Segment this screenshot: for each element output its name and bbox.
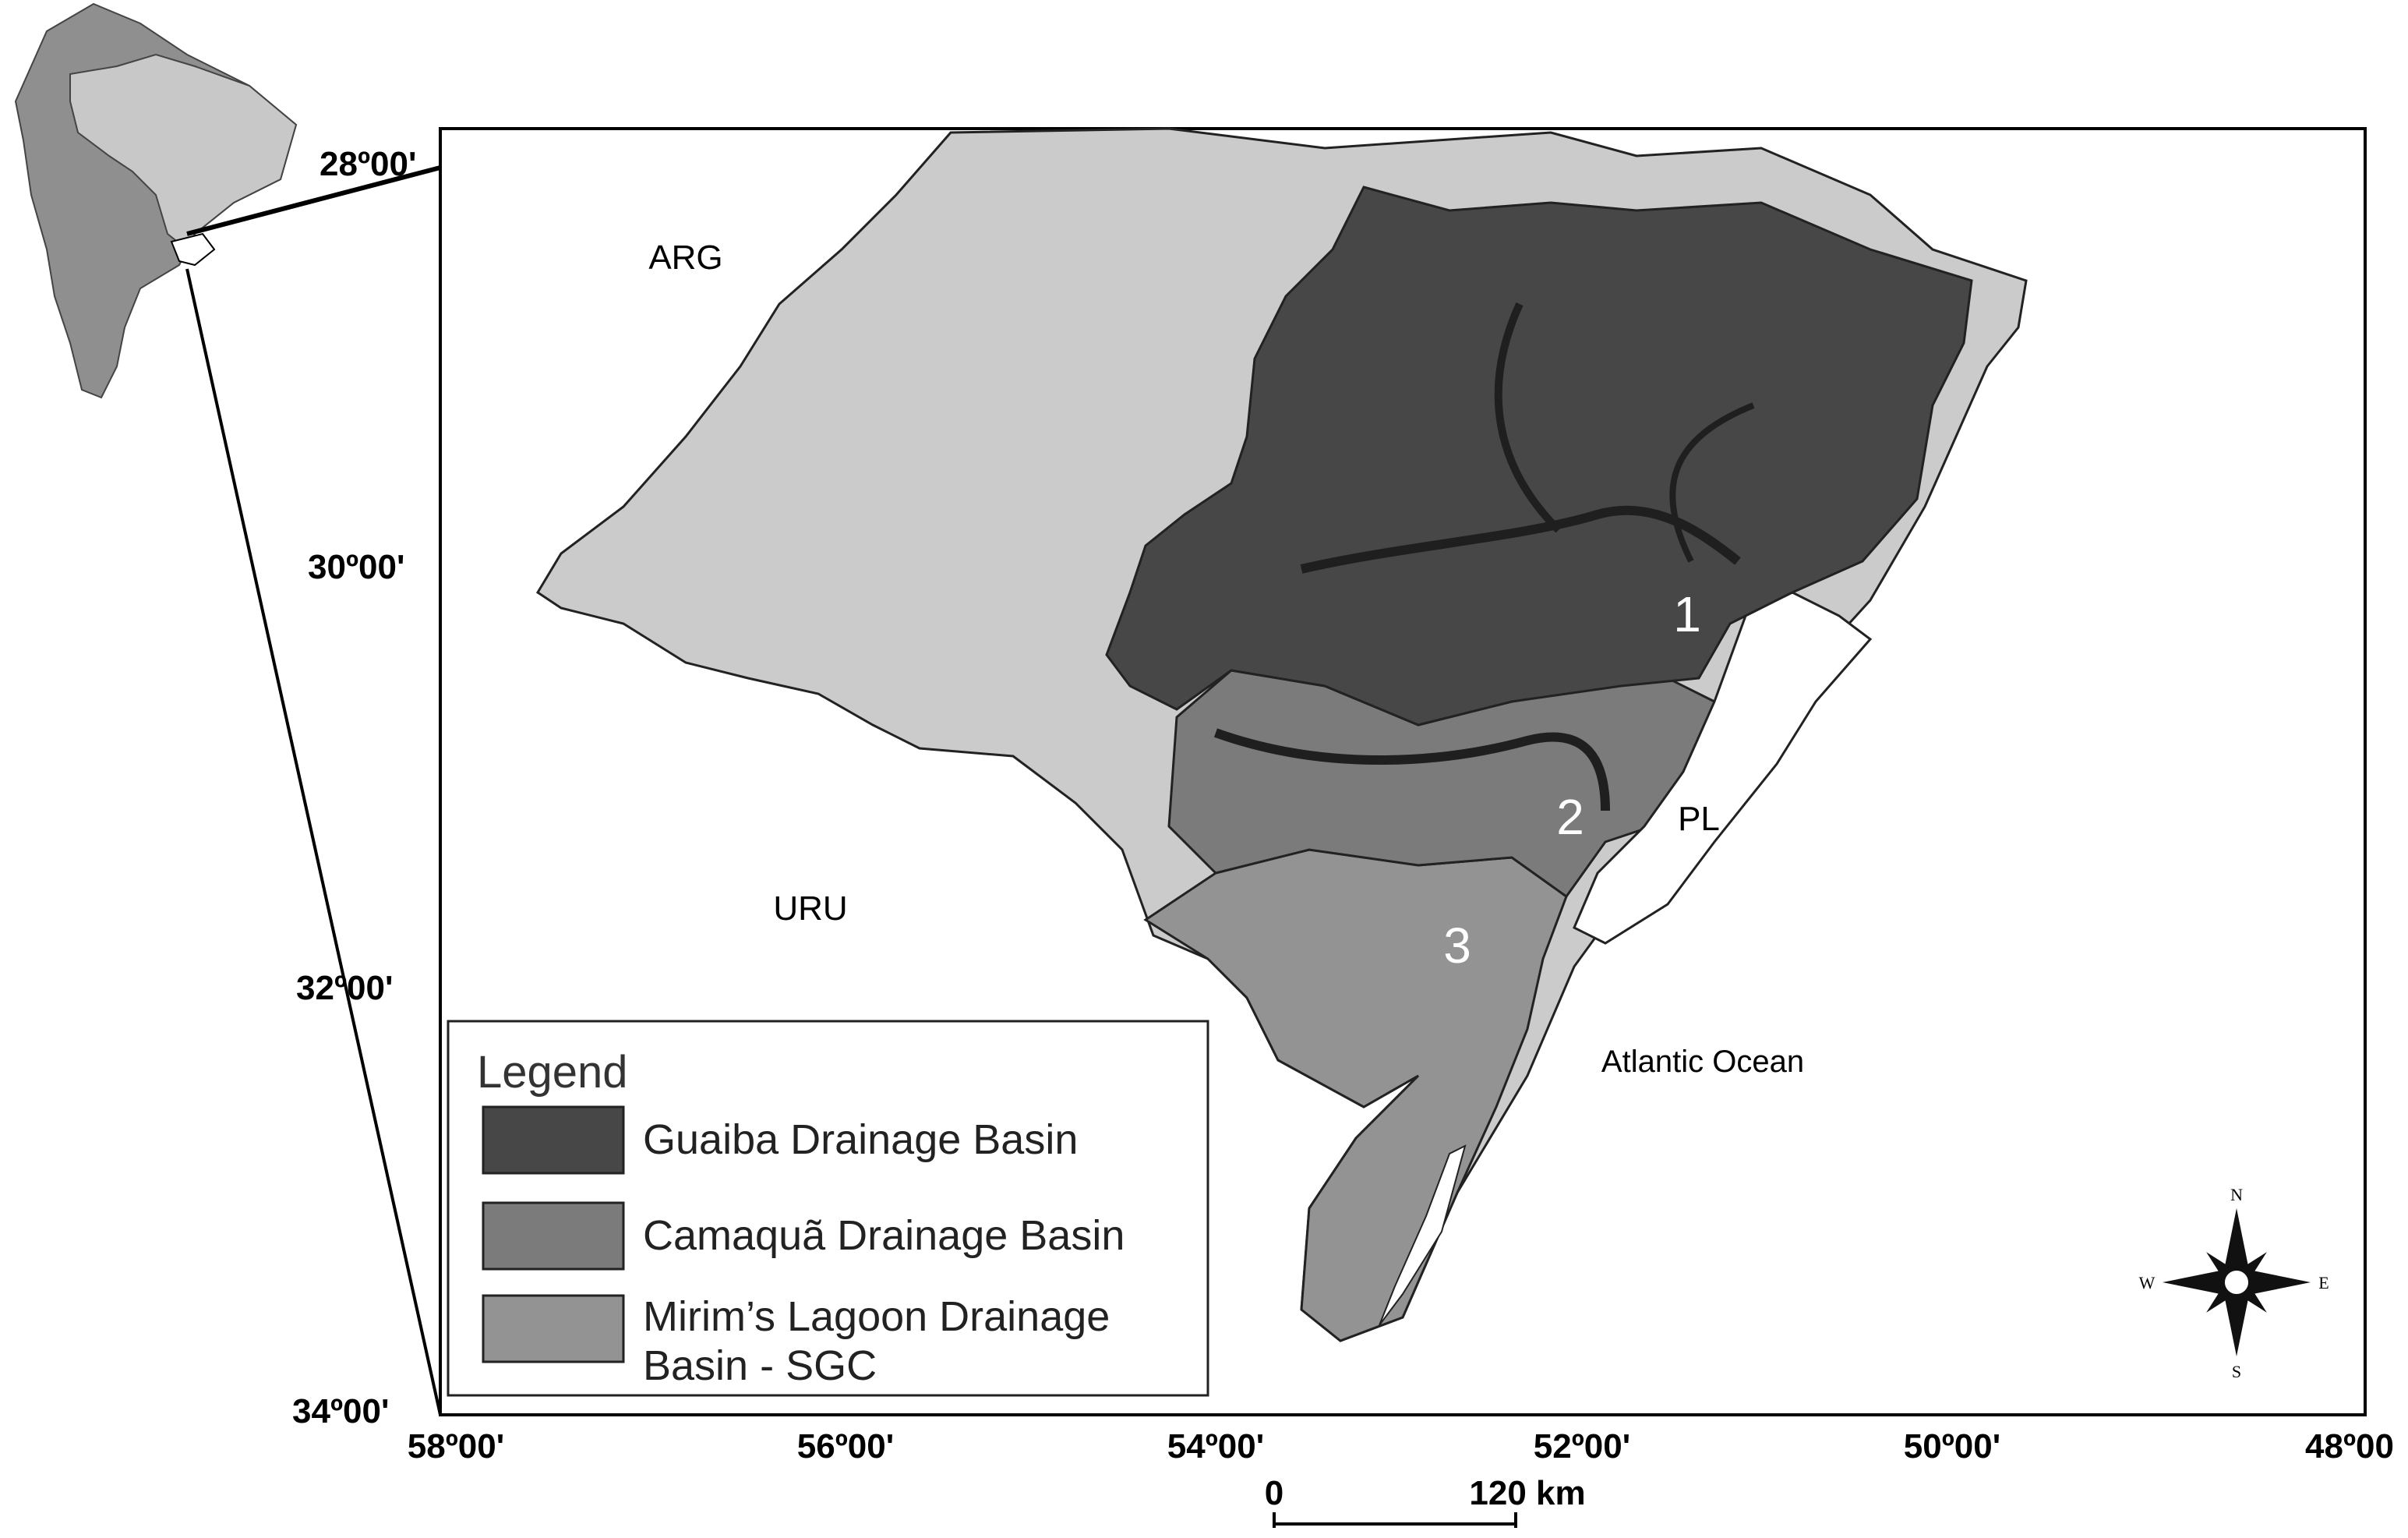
- legend-label-mirim: Mirim’s Lagoon Drainage: [643, 1293, 1110, 1340]
- compass-east: E: [2318, 1273, 2329, 1292]
- legend: Legend Guaiba Drainage Basin Camaquã Dra…: [447, 1020, 1209, 1397]
- scale-bar-end-label: 120 km: [1469, 1474, 1585, 1512]
- latitude-label-28: 28º00': [320, 145, 416, 183]
- mirim-lagoon: [1379, 1144, 1467, 1326]
- camaqua-river: [1213, 728, 1610, 811]
- patos-lagoon-label: PL: [1678, 800, 1720, 838]
- compass-south: S: [2232, 1362, 2241, 1381]
- legend-label-guaiba: Guaiba Drainage Basin: [643, 1116, 1078, 1163]
- south-america-inset: [14, 2, 298, 399]
- jacui-river: [1300, 505, 1741, 574]
- basin-number-3: 3: [1443, 917, 1471, 974]
- argentina-label: ARG: [648, 239, 722, 277]
- legend-swatch-camaqua: [482, 1201, 625, 1271]
- patos-lagoon: [1573, 591, 1873, 945]
- latitude-label-34: 34º00': [292, 1392, 389, 1430]
- guaiba-basin: [1105, 186, 1973, 727]
- longitude-label-48: 48º00: [2305, 1427, 2394, 1466]
- latitude-label-30: 30º00': [308, 548, 404, 586]
- longitude-label-52: 52º00': [1534, 1427, 1630, 1466]
- scale-bar: 0 120 km: [1265, 1474, 1586, 1528]
- compass-west: W: [2139, 1273, 2156, 1292]
- longitude-label-54: 54º00': [1167, 1427, 1264, 1466]
- taquari-river: [1494, 302, 1562, 533]
- rio-grande-do-sul-highlight: [170, 232, 216, 267]
- uruguay-label: URU: [773, 889, 847, 928]
- legend-swatch-guaiba: [482, 1105, 625, 1175]
- basin-number-2: 2: [1556, 789, 1584, 845]
- longitude-label-50: 50º00': [1904, 1427, 2000, 1466]
- legend-label-mirim-line2: Basin - SGC: [643, 1342, 877, 1389]
- latitude-label-32: 32º00': [296, 969, 393, 1007]
- basin-number-1: 1: [1673, 586, 1701, 642]
- scale-bar-start-label: 0: [1265, 1474, 1283, 1512]
- legend-swatch-mirim: [482, 1294, 625, 1363]
- inset-connector-bottom: [185, 268, 442, 1416]
- sinos-river: [1669, 402, 1755, 563]
- legend-title: Legend: [477, 1047, 628, 1098]
- compass-north: N: [2230, 1185, 2243, 1204]
- compass-rose: N S E W: [2139, 1185, 2329, 1381]
- legend-label-camaqua: Camaquã Drainage Basin: [643, 1212, 1125, 1259]
- inset-connector-top: [186, 165, 441, 236]
- longitude-label-58: 58º00': [408, 1427, 504, 1466]
- atlantic-ocean-label: Atlantic Ocean: [1601, 1045, 1804, 1079]
- longitude-label-56: 56º00': [797, 1427, 894, 1466]
